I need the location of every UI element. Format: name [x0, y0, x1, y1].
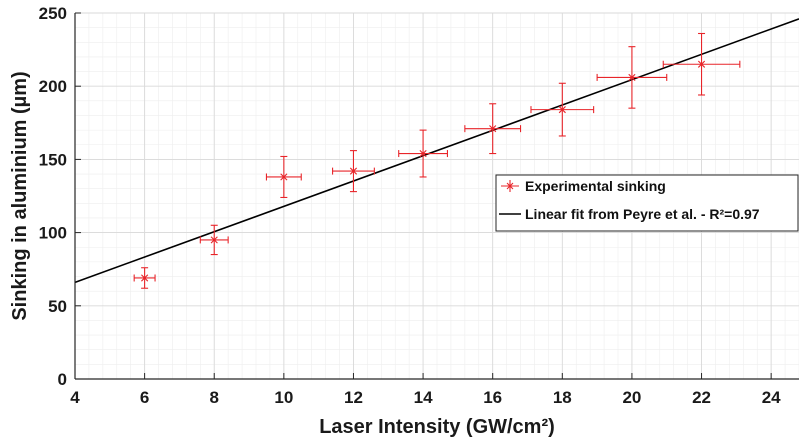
x-tick-label: 20: [622, 388, 641, 407]
x-marker: [489, 125, 497, 133]
x-tick-label: 14: [414, 388, 433, 407]
x-tick-label: 6: [140, 388, 149, 407]
y-tick-label: 150: [39, 150, 67, 169]
x-marker: [280, 173, 288, 181]
x-axis-title: Laser Intensity (GW/cm²): [319, 416, 555, 438]
x-marker: [697, 60, 706, 68]
x-tick-label: 18: [553, 388, 572, 407]
x-marker: [141, 274, 149, 282]
legend: Experimental sinking Linear fit from Pey…: [495, 174, 799, 232]
x-marker: [349, 167, 358, 175]
x-tick-label: 12: [344, 388, 363, 407]
x-marker: [628, 73, 636, 82]
x-tick-label: 16: [483, 388, 502, 407]
data-point: [398, 129, 448, 178]
data-point: [332, 150, 375, 193]
x-tick-label: 10: [274, 388, 293, 407]
x-marker: [558, 106, 566, 114]
y-tick-labels: 0 50 100 150 200 250: [39, 4, 67, 389]
y-tick-label: 0: [58, 370, 67, 389]
legend-label-experimental: Experimental sinking: [525, 178, 666, 194]
y-tick-label: 250: [39, 4, 67, 23]
legend-box: [495, 174, 799, 232]
data-point: [464, 103, 522, 155]
x-tick-labels: 4 6 8 10 12 14 16 18 20 22 24: [70, 388, 781, 407]
experimental-points-layer: [133, 32, 741, 289]
data-point: [596, 46, 668, 109]
x-marker: [210, 236, 218, 244]
y-tick-label: 200: [39, 77, 67, 96]
x-tick-label: 22: [692, 388, 711, 407]
y-axis-title: Sinking in aluminium (µm): [9, 71, 31, 320]
data-point: [265, 155, 302, 199]
x-tick-label: 8: [209, 388, 218, 407]
data-point: [133, 267, 156, 289]
fit-line-layer: [74, 18, 799, 284]
x-marker: [419, 149, 427, 158]
legend-marker-experimental: [501, 180, 519, 192]
y-tick-label: 100: [39, 224, 67, 243]
data-point: [530, 82, 595, 137]
x-tick-label: 24: [762, 388, 781, 407]
legend-label-fit: Linear fit from Peyre et al. - R²=0.97: [525, 206, 760, 222]
data-point: [199, 224, 229, 256]
y-tick-label: 50: [48, 297, 67, 316]
fit-line: [74, 18, 799, 284]
data-point: [662, 32, 741, 96]
axes: [74, 12, 799, 380]
x-tick-label: 4: [70, 388, 80, 407]
legend-x-marker: [506, 182, 514, 190]
